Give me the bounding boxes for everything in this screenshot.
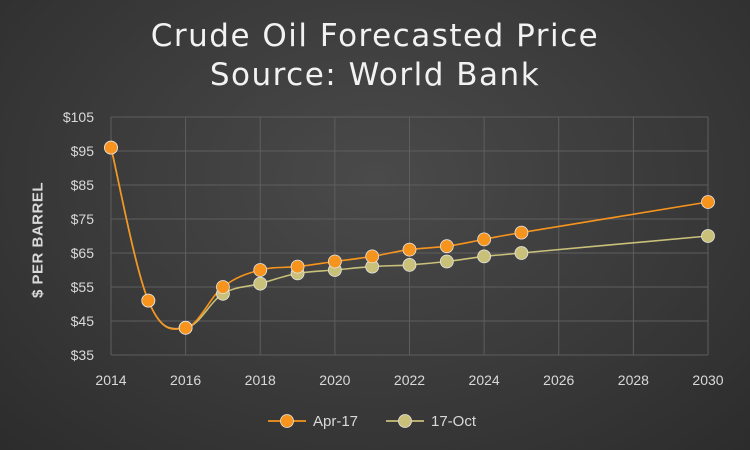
legend-label: Apr-17 xyxy=(313,413,358,430)
x-tick-label: 2018 xyxy=(245,372,276,388)
y-tick-label: $95 xyxy=(71,143,95,159)
gridlines xyxy=(110,116,709,356)
x-axis-ticks: 2014 2016 2018 2020 2022 2024 2026 2028 2030 xyxy=(95,372,723,388)
y-tick-label: $85 xyxy=(71,177,95,193)
data-point xyxy=(216,280,230,294)
legend-marker xyxy=(398,414,412,428)
data-point xyxy=(104,140,118,155)
series-group xyxy=(104,140,715,335)
data-point xyxy=(439,239,454,254)
y-tick-label: $65 xyxy=(71,245,95,261)
chart-title: Crude Oil Forecasted Price xyxy=(150,18,600,54)
legend: Apr-17 17-Oct xyxy=(268,413,477,430)
x-tick-label: 2030 xyxy=(692,372,723,388)
x-tick-label: 2020 xyxy=(319,372,350,388)
y-tick-label: $35 xyxy=(71,347,95,363)
x-tick-label: 2014 xyxy=(95,372,126,388)
y-axis-ticks: $35 $45 $55 $65 $75 $85 $95 $105 xyxy=(63,109,94,363)
data-point xyxy=(477,232,492,247)
y-tick-label: $45 xyxy=(71,313,95,329)
x-tick-label: 2016 xyxy=(170,372,201,388)
data-point xyxy=(514,225,529,240)
data-point xyxy=(327,254,342,269)
y-tick-label: $105 xyxy=(63,109,94,125)
legend-marker xyxy=(280,414,294,428)
data-point xyxy=(402,257,417,272)
x-tick-label: 2022 xyxy=(394,372,425,388)
x-tick-label: 2024 xyxy=(469,372,500,388)
data-point xyxy=(439,254,454,269)
data-point xyxy=(178,320,193,335)
data-point xyxy=(701,195,715,209)
data-point xyxy=(477,249,492,264)
chart-subtitle: Source: World Bank xyxy=(209,57,541,93)
data-point xyxy=(253,276,268,291)
x-tick-label: 2028 xyxy=(618,372,649,388)
x-tick-label: 2026 xyxy=(543,372,574,388)
data-point xyxy=(402,242,417,257)
y-tick-label: $55 xyxy=(71,279,95,295)
data-point xyxy=(701,229,715,243)
data-point xyxy=(290,259,305,274)
data-point xyxy=(365,249,380,264)
y-tick-label: $75 xyxy=(71,211,95,227)
data-point xyxy=(253,263,268,277)
data-point xyxy=(514,246,529,260)
legend-label: 17-Oct xyxy=(431,413,477,430)
data-point xyxy=(141,293,156,308)
